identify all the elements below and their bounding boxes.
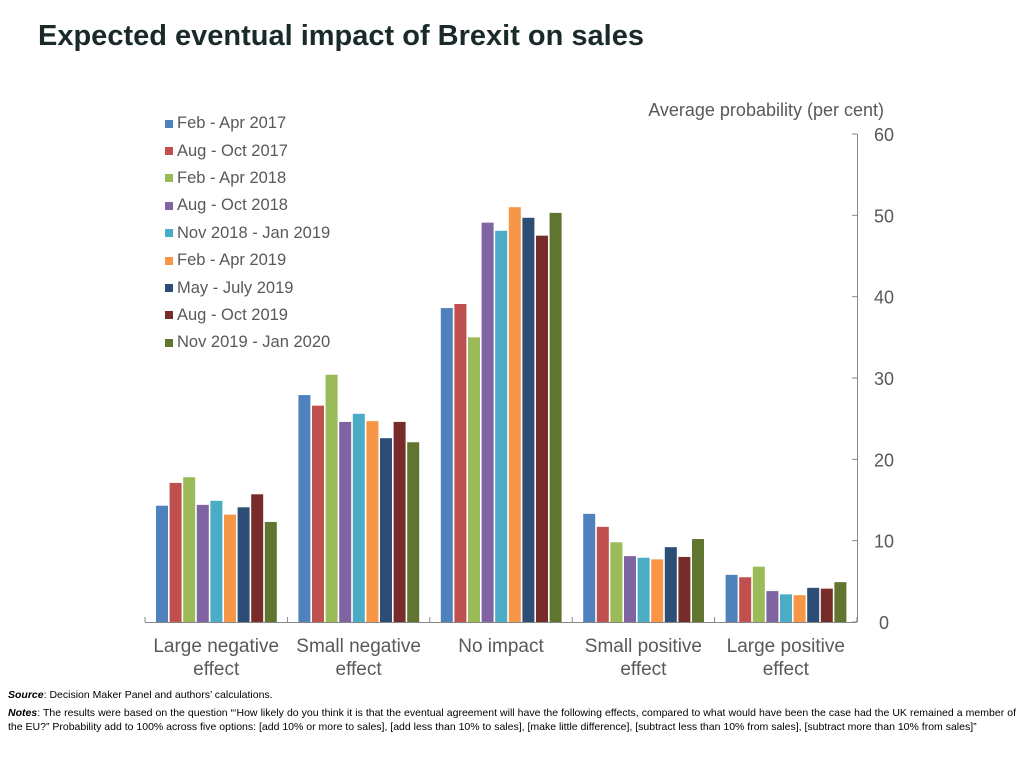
category-label: Large positive [727,636,845,657]
bar [325,374,338,622]
category-label: effect [336,659,383,680]
bar [725,574,738,622]
legend-item: May - July 2019 [165,274,330,301]
bar [624,556,636,622]
legend-swatch [165,229,173,238]
legend-item: Feb - Apr 2019 [165,247,330,274]
legend-swatch [165,147,173,156]
bar [312,405,324,622]
category-label: effect [620,659,667,680]
bar [522,217,535,623]
bar [440,308,453,622]
legend: Feb - Apr 2017 Aug - Oct 2017 Feb - Apr 20… [165,110,330,357]
bar [820,588,833,622]
category-label: Large negative [153,636,279,657]
bar [664,547,677,622]
legend-swatch [165,256,173,265]
footnotes: Source: Decision Maker Panel and authors… [8,688,1016,738]
bar [834,582,847,622]
legend-label: Aug - Oct 2017 [177,141,288,160]
bar [210,500,223,622]
bar [793,595,806,622]
bar [583,513,596,622]
bar [549,212,562,623]
legend-label: Aug - Oct 2019 [177,305,288,324]
bar [339,421,352,622]
bar [807,587,820,622]
bar [183,477,196,622]
legend-item: Aug - Oct 2019 [165,302,330,329]
legend-item: Nov 2018 - Jan 2019 [165,220,330,247]
legend-swatch [165,119,173,128]
legend-label: Feb - Apr 2019 [177,251,287,270]
legend-label: Nov 2019 - Jan 2020 [177,333,331,352]
legend-swatch [165,338,173,347]
bar [651,559,664,622]
legend-swatch [165,174,173,183]
notes-label: Notes [8,707,38,719]
bar [352,413,365,622]
bar [224,514,236,622]
legend-label: Feb - Apr 2017 [177,114,287,133]
bar [739,577,752,622]
bar [251,494,264,622]
bar [508,207,521,622]
category-label: effect [193,659,240,680]
y-tick-label: 40 [874,288,894,308]
bar [766,591,779,622]
category-label: Small positive [585,636,702,657]
y-tick-label: 50 [874,206,894,226]
bar [752,566,765,622]
legend-item: Aug - Oct 2017 [165,137,330,164]
bar [298,395,311,622]
bar [264,521,277,622]
legend-item: Feb - Apr 2018 [165,165,330,192]
bar [366,421,379,622]
bar [196,504,209,622]
legend-swatch [165,201,173,210]
legend-item: Aug - Oct 2018 [165,192,330,219]
bar [596,526,609,622]
bar [692,539,704,622]
bar [407,442,420,622]
bar [393,421,406,622]
legend-label: May - July 2019 [177,278,294,297]
bar [481,222,494,623]
category-label: Small negative [296,636,421,657]
legend-label: Aug - Oct 2018 [177,196,288,215]
y-tick-label: 60 [874,125,894,145]
y-tick-label: 0 [879,613,889,633]
notes-text: : The results were based on the question… [8,707,1016,733]
bar [169,482,182,622]
legend-swatch [165,311,173,320]
legend-swatch [165,284,173,293]
legend-label: Feb - Apr 2018 [177,168,287,187]
bar [678,556,691,622]
y-tick-label: 10 [874,532,894,552]
source-text: : Decision Maker Panel and authors’ calc… [43,689,273,701]
bar-chart: 0 10 20 30 40 50 60 Average probability (per ce… [144,100,894,680]
bar [610,542,623,622]
legend-item: Nov 2019 - Jan 2020 [165,329,330,356]
bar [495,230,508,622]
bar [468,337,480,622]
bar [536,235,548,622]
legend-label: Nov 2018 - Jan 2019 [177,223,331,242]
source-label: Source [8,689,44,701]
y-tick-label: 30 [874,369,894,389]
bar [156,505,168,622]
bar [380,438,392,622]
legend-item: Feb - Apr 2017 [165,110,330,137]
category-label: No impact [458,636,544,657]
y-tick-label: 20 [874,450,894,470]
bar [780,594,792,622]
bar [637,557,650,622]
chart-title: Expected eventual impact of Brexit on sa… [38,20,644,52]
bar [237,507,250,622]
y-axis-label: Average probability (per cent) [648,100,884,120]
bar [454,303,467,622]
category-label: effect [763,659,810,680]
